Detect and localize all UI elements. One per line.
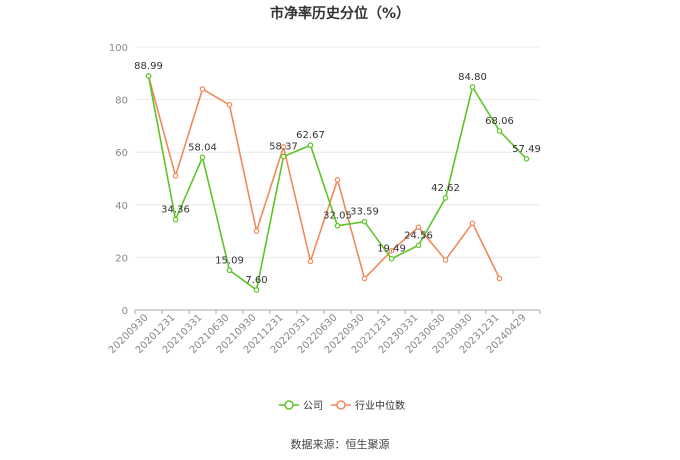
- data-label: 58.37: [269, 141, 298, 152]
- data-label: 34.36: [161, 205, 190, 216]
- legend-item: 公司: [279, 400, 323, 412]
- data-point: [307, 142, 314, 148]
- y-tick-label: 100: [109, 43, 128, 54]
- data-point: [334, 222, 341, 229]
- data-point: [415, 242, 422, 249]
- data-point: [199, 154, 206, 161]
- data-point: [253, 287, 260, 293]
- legend: 公司 行业中位数: [279, 399, 405, 412]
- legend-label: 行业中位数: [355, 399, 405, 412]
- data-point: [415, 224, 422, 230]
- data-point: [469, 220, 476, 227]
- data-point: [442, 195, 449, 201]
- data-point: [199, 86, 206, 92]
- data-point: [361, 275, 368, 282]
- data-label: 33.59: [350, 207, 379, 218]
- y-tick-label: 80: [115, 96, 128, 107]
- data-label: 57.49: [512, 144, 541, 155]
- data-point: [280, 144, 287, 150]
- line-chart: 0204060801002020093020201231202103312021…: [107, 43, 541, 412]
- data-point: [226, 102, 233, 108]
- source-note: 数据来源：恒生聚源: [290, 438, 390, 451]
- data-label: 58.04: [188, 142, 217, 153]
- y-tick-label: 60: [115, 148, 128, 159]
- data-point: [307, 258, 314, 265]
- data-label: 15.09: [215, 255, 244, 266]
- data-point: [226, 267, 233, 274]
- data-point: [496, 275, 503, 282]
- data-label: 7.60: [245, 275, 267, 286]
- legend-marker: [284, 400, 294, 410]
- data-label: 68.06: [485, 116, 514, 127]
- data-point: [172, 216, 179, 223]
- data-point: [172, 173, 179, 179]
- data-point: [523, 156, 530, 162]
- data-label: 42.62: [431, 183, 460, 194]
- data-label: 24.56: [404, 230, 433, 241]
- data-label: 88.99: [134, 61, 163, 72]
- data-point: [388, 255, 395, 262]
- data-label: 62.67: [296, 130, 325, 141]
- y-tick-label: 40: [115, 201, 128, 212]
- chart-title: 市净率历史分位（%）: [269, 6, 411, 22]
- data-point: [388, 248, 395, 254]
- data-point: [253, 228, 260, 234]
- legend-marker: [336, 400, 346, 410]
- data-point: [334, 177, 341, 183]
- legend-item: 行业中位数: [331, 399, 405, 412]
- y-tick-label: 20: [115, 253, 128, 264]
- data-point: [496, 128, 503, 134]
- series-line-1: [147, 75, 501, 280]
- data-label: 84.80: [458, 72, 487, 83]
- data-point: [361, 218, 368, 225]
- data-point: [469, 84, 476, 90]
- data-label: 19.49: [377, 244, 406, 255]
- data-label: 32.05: [323, 211, 352, 222]
- y-tick-label: 0: [122, 306, 128, 317]
- data-point: [442, 257, 449, 263]
- legend-label: 公司: [303, 401, 323, 412]
- data-point: [145, 73, 152, 79]
- data-point: [280, 153, 287, 160]
